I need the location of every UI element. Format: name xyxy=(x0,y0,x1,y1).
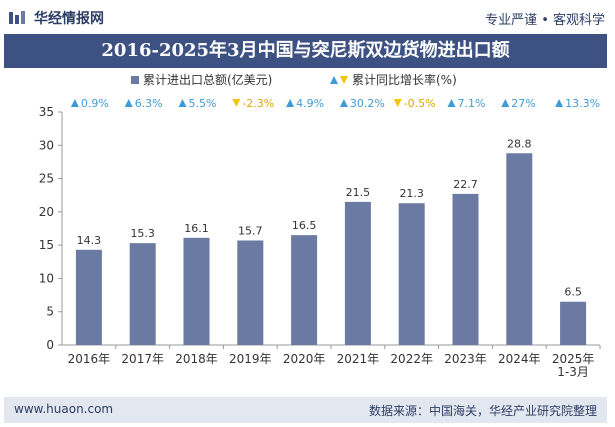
slogan: 专业严谨 • 客观科学 xyxy=(485,13,605,28)
legend-bar-label: 累计进出口总额(亿美元) xyxy=(143,72,272,87)
y-tick-label: 35 xyxy=(39,105,54,119)
bar-9 xyxy=(560,301,587,345)
y-tick-label: 5 xyxy=(46,305,54,319)
bar-value-label: 28.8 xyxy=(507,137,532,150)
chart-title: 2016-2025年3月中国与突尼斯双边货物进出口额 xyxy=(4,34,607,68)
x-tick-label: 2021年 xyxy=(337,352,380,366)
bar-5 xyxy=(344,201,371,345)
bar-2 xyxy=(183,237,210,345)
bar-8 xyxy=(506,153,533,345)
y-tick-label: 25 xyxy=(39,172,54,186)
x-tick-label: 2023年 xyxy=(444,352,487,366)
bar-value-label: 14.3 xyxy=(77,234,102,247)
x-tick-label: 2017年 xyxy=(121,352,164,366)
x-tick-label: 2019年 xyxy=(229,352,272,366)
growth-rate-label: 13.3% xyxy=(565,97,600,110)
bar-0 xyxy=(75,249,102,345)
bar-value-label: 15.3 xyxy=(130,227,155,240)
bar-value-label: 22.7 xyxy=(453,178,478,191)
growth-rate-label: 27% xyxy=(511,97,535,110)
logo-text: 华经情报网 xyxy=(34,11,104,27)
bar-value-label: 16.5 xyxy=(292,219,317,232)
website-link[interactable]: www.huaon.com xyxy=(14,402,114,416)
growth-rate-label: 6.3% xyxy=(135,97,163,110)
x-tick-label: 2022年 xyxy=(390,352,433,366)
legend-growth-label: 累计同比增长率(%) xyxy=(352,72,457,87)
legend-up-triangle-icon xyxy=(330,76,338,84)
bar-chart: 累计进出口总额(亿美元) 累计同比增长率(%) 0 5 10 15 20 25 30 35 14.3… xyxy=(39,72,601,379)
growth-down-triangle-icon xyxy=(232,99,241,107)
growth-up-triangle-icon xyxy=(178,99,187,107)
bar-value-label: 21.5 xyxy=(346,186,371,199)
bar-1 xyxy=(129,243,156,345)
growth-up-triangle-icon xyxy=(447,99,456,107)
growth-up-triangle-icon xyxy=(70,99,79,107)
growth-up-triangle-icon xyxy=(286,99,295,107)
x-tick-label: 2016年 xyxy=(68,352,111,366)
bar-value-label: 16.1 xyxy=(184,222,209,235)
y-tick-label: 20 xyxy=(39,205,54,219)
data-source: 数据来源：中国海关，华经产业研究院整理 xyxy=(368,404,597,418)
growth-rate-label: 5.5% xyxy=(189,97,217,110)
x-tick-label: 2025年 xyxy=(552,352,595,366)
growth-up-triangle-icon xyxy=(555,99,564,107)
growth-rate-label: -2.3% xyxy=(242,97,274,110)
footer: www.huaon.com 数据来源：中国海关，华经产业研究院整理 xyxy=(4,397,607,423)
y-tick-label: 30 xyxy=(39,138,54,152)
bar-4 xyxy=(291,235,318,345)
bar-7 xyxy=(452,193,479,345)
growth-down-triangle-icon xyxy=(393,99,402,107)
growth-rate-label: 30.2% xyxy=(350,97,385,110)
bar-value-label: 21.3 xyxy=(399,187,424,200)
bar-6 xyxy=(398,203,425,345)
growth-rate-label: -0.5% xyxy=(404,97,436,110)
huajing-logo-icon xyxy=(9,11,25,24)
y-tick-label: 10 xyxy=(39,271,54,285)
x-tick-label: 2018年 xyxy=(175,352,218,366)
bar-value-label: 15.7 xyxy=(238,224,263,237)
growth-up-triangle-icon xyxy=(339,99,348,107)
growth-rate-label: 7.1% xyxy=(458,97,486,110)
brand[interactable]: 华经情报网 xyxy=(8,8,104,28)
growth-rate-label: 0.9% xyxy=(81,97,109,110)
x-tick-label: 2020年 xyxy=(283,352,326,366)
growth-up-triangle-icon xyxy=(501,99,510,107)
growth-rate-label: 4.9% xyxy=(296,97,324,110)
bar-3 xyxy=(237,240,264,345)
y-tick-label: 15 xyxy=(39,238,54,252)
bar-value-label: 6.5 xyxy=(564,286,582,299)
x-tick-label: 1-3月 xyxy=(557,365,589,379)
x-tick-label: 2024年 xyxy=(498,352,541,366)
top-bar: 华经情报网 专业严谨 • 客观科学 xyxy=(0,0,615,34)
growth-up-triangle-icon xyxy=(124,99,133,107)
legend-down-triangle-icon xyxy=(340,76,348,84)
y-tick-label: 0 xyxy=(46,338,54,352)
legend-bar-swatch xyxy=(131,76,139,84)
